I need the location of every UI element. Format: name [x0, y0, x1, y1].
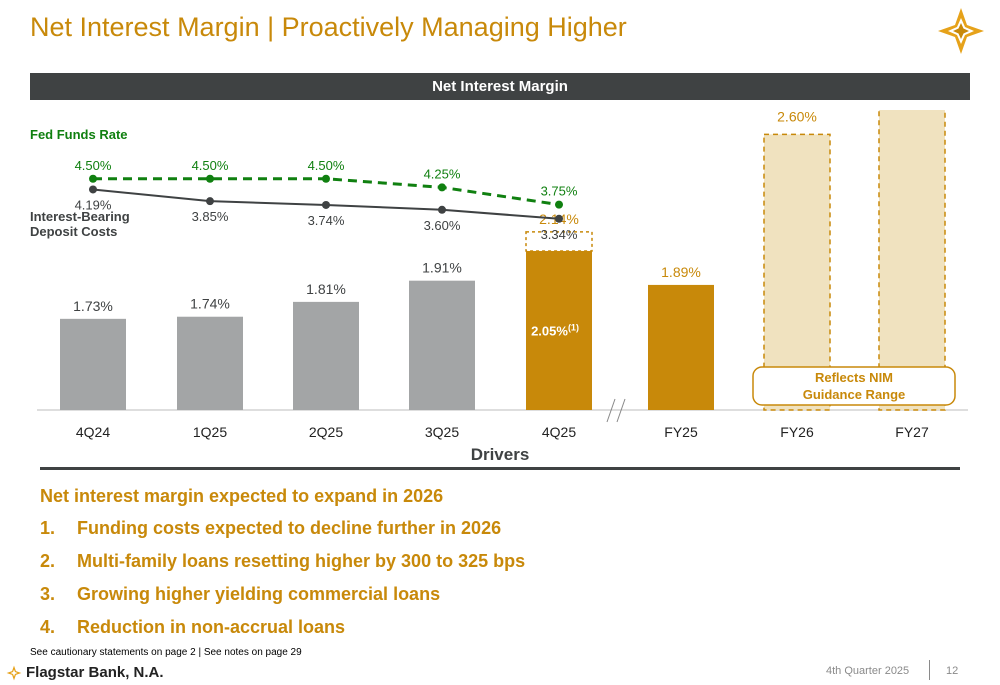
- fed-funds-label: 4.25%: [424, 166, 461, 181]
- guidance-note: Reflects NIM: [815, 370, 893, 385]
- bar-value-label: 1.91%: [422, 260, 462, 276]
- flagstar-star-icon: [938, 8, 984, 54]
- fed-funds-point: [322, 174, 330, 183]
- x-tick-label: 2Q25: [309, 424, 343, 440]
- guidance-bar-FY26: [763, 133, 831, 411]
- drivers-title: Drivers: [470, 445, 530, 464]
- x-tick-label: FY25: [664, 424, 698, 440]
- flagstar-star-icon: [6, 665, 22, 680]
- fed-funds-label: 4.50%: [308, 158, 345, 173]
- fed-funds-label: 4.50%: [192, 158, 229, 173]
- deposit-cost-label: 4.19%: [75, 197, 112, 212]
- bar-value-label: 1.73%: [73, 298, 113, 314]
- drivers-heading: Net interest margin expected to expand i…: [40, 486, 444, 506]
- guidance-note-box: [752, 366, 956, 406]
- footnote-marker: (1): [568, 323, 579, 333]
- fed-funds-label: 3.75%: [541, 184, 578, 199]
- section-banner: Net Interest Margin: [30, 73, 970, 100]
- bar-1Q25: [177, 316, 243, 410]
- bar-4Q24: [60, 318, 126, 410]
- axis-break-mark: [616, 398, 626, 423]
- driver-item: 1. Funding costs expected to decline furt…: [40, 518, 502, 538]
- fed-funds-point: [206, 174, 214, 183]
- deposit-cost-point: [89, 185, 97, 194]
- axis-break-mark: [606, 398, 616, 423]
- period-label: 4th Quarter 2025: [826, 665, 910, 677]
- deposit-cost-label: 3.85%: [192, 209, 229, 224]
- fed-funds-point: [89, 174, 97, 183]
- x-tick-label: 4Q24: [76, 424, 110, 440]
- drivers-divider: [40, 467, 960, 470]
- deposit-cost-label: 3.74%: [308, 213, 345, 228]
- driver-item: 4. Reduction in non-accrual loans: [40, 617, 346, 637]
- fed-funds-label: 4.50%: [75, 158, 112, 173]
- guidance-bar-FY27: [878, 110, 946, 411]
- drivers-list: 1. Funding costs expected to decline furt…: [40, 518, 525, 650]
- deposit-cost-label: 3.60%: [424, 218, 461, 233]
- fed-funds-point: [438, 183, 446, 192]
- driver-item: 3. Growing higher yielding commercial loa…: [40, 584, 441, 604]
- legend-deposit-costs: Interest-Bearing: [30, 209, 130, 224]
- x-tick-label: 4Q25: [542, 424, 576, 440]
- deposit-cost-point: [438, 205, 446, 214]
- x-tick-label: FY26: [780, 424, 814, 440]
- x-tick-label: 1Q25: [193, 424, 227, 440]
- x-tick-label: 3Q25: [425, 424, 459, 440]
- deposit-cost-point: [206, 197, 214, 206]
- guidance-label: 2.60%: [777, 110, 817, 124]
- bar-upper-4Q25: [525, 231, 593, 252]
- guidance-note: Guidance Range: [803, 387, 906, 402]
- bar-4Q25: [526, 251, 592, 410]
- legend-fed-funds: Fed Funds Rate: [30, 127, 128, 142]
- brand-logo: Flagstar Bank, N.A.: [6, 664, 164, 681]
- legend-deposit-costs: Deposit Costs: [30, 224, 117, 239]
- page-number: 12: [946, 665, 959, 677]
- bar-value-label: 1.74%: [190, 296, 230, 312]
- page-title: Net Interest Margin | Proactively Managi…: [30, 12, 627, 42]
- brand-name: Flagstar Bank, N.A.: [26, 664, 164, 681]
- x-tick-label: FY27: [895, 424, 929, 440]
- deposit-cost-label: 3.34%: [541, 227, 578, 242]
- bar-2Q25: [293, 301, 359, 410]
- deposit-cost-point: [555, 214, 563, 223]
- fed-funds-point: [555, 200, 563, 209]
- page-divider: [929, 660, 930, 680]
- bar-inner-label-4Q25: 2.05%(1): [531, 323, 579, 339]
- driver-item: 2. Multi-family loans resetting higher by…: [40, 551, 526, 571]
- bar-value-label: 1.81%: [306, 281, 346, 297]
- deposit-cost-point: [322, 200, 330, 209]
- bar-value-label: 1.89%: [661, 264, 701, 280]
- footnote: See cautionary statements on page 2 | Se…: [30, 647, 302, 658]
- bar-FY25: [648, 284, 714, 410]
- bar-3Q25: [409, 280, 475, 410]
- nim-chart: 1.73%1.74%1.81%1.91%2.14%1.89%2.05%(1)2.…: [30, 110, 968, 440]
